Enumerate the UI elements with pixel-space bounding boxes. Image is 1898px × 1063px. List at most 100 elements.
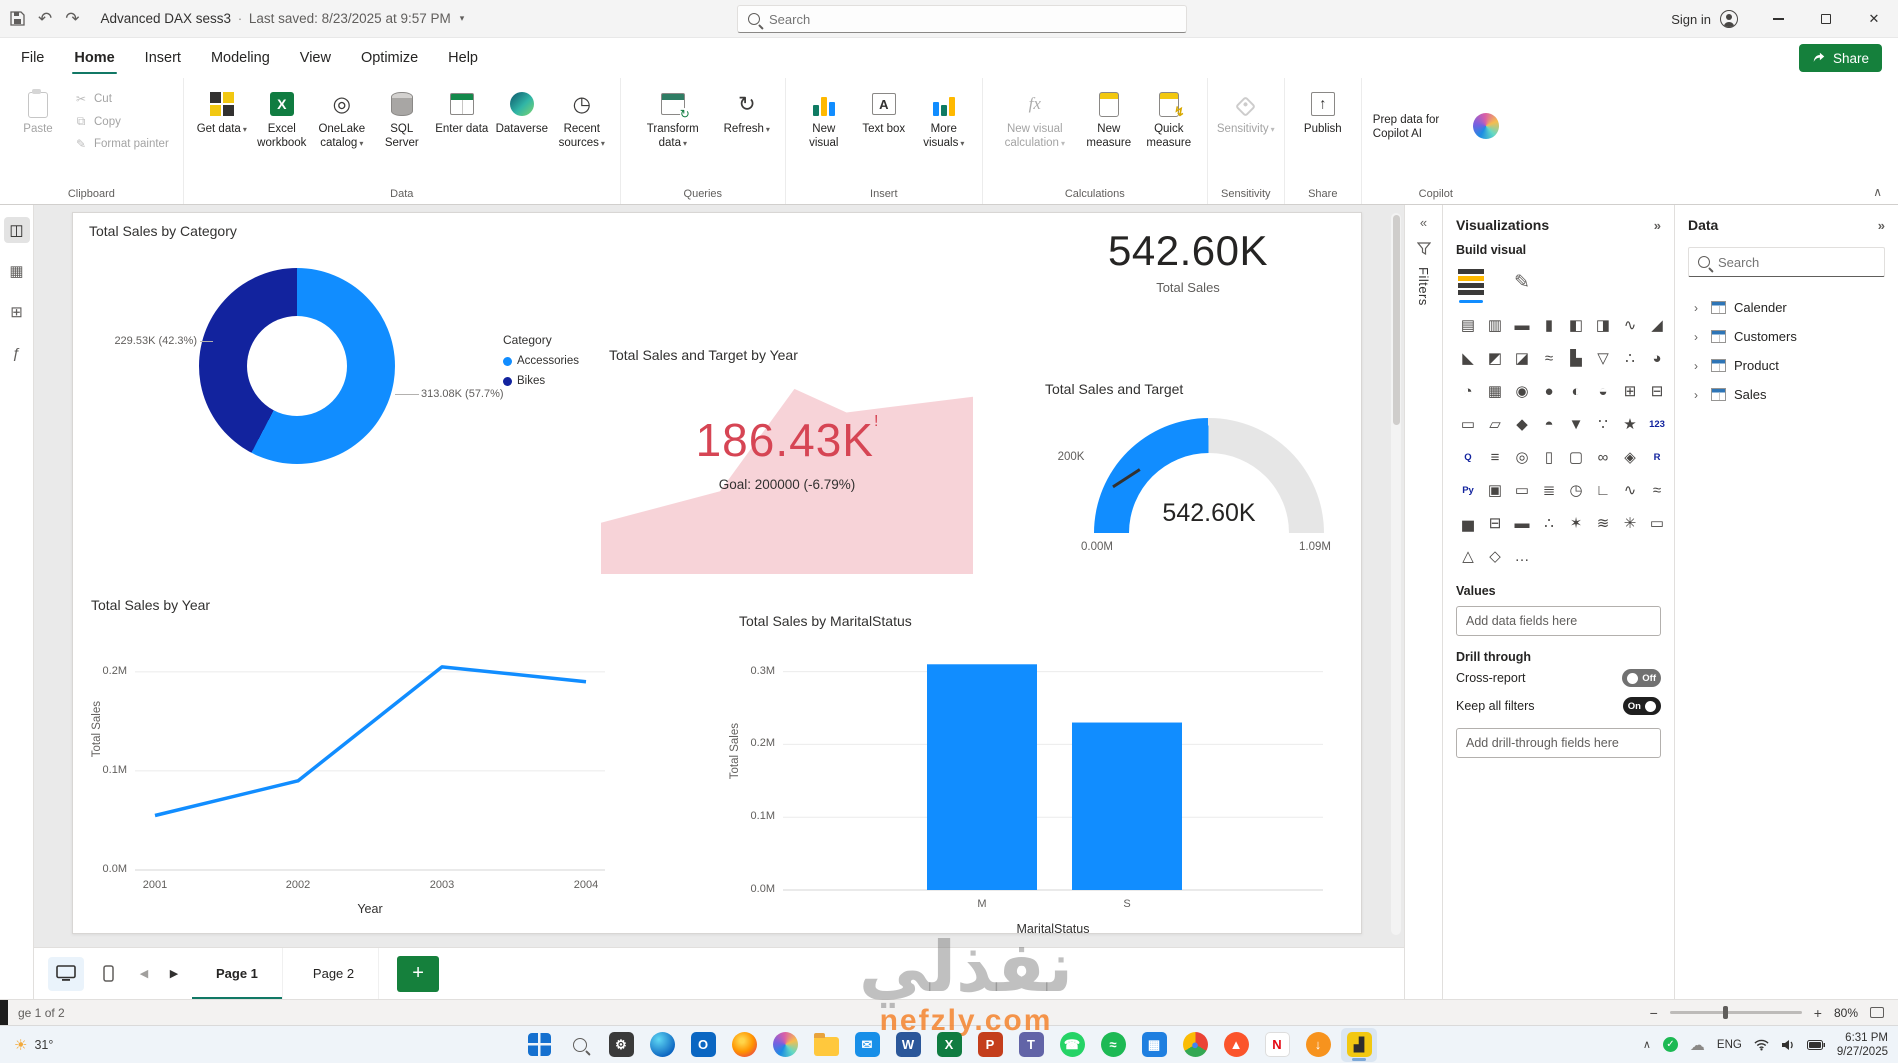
menu-help[interactable]: Help xyxy=(448,50,478,66)
new-card-visual-icon[interactable]: 123 xyxy=(1649,418,1665,430)
power-bi-taskbar-icon[interactable]: ▟ xyxy=(1341,1027,1377,1062)
scroller-visual-icon[interactable]: ∿ xyxy=(1623,482,1637,499)
start-taskbar-icon[interactable] xyxy=(521,1028,557,1062)
copy-button[interactable]: ⧉ Copy xyxy=(69,112,174,131)
mail-taskbar-icon[interactable]: ✉ xyxy=(849,1028,885,1062)
funnel-chart-visual-icon[interactable]: ▽ xyxy=(1597,350,1609,367)
dot-plot-visual-icon[interactable]: ∴ xyxy=(1544,515,1554,532)
ribbon-chart-visual-icon[interactable]: ≈ xyxy=(1544,349,1554,367)
canvas-vertical-scrollbar[interactable] xyxy=(1391,213,1401,935)
maximize-button[interactable] xyxy=(1802,0,1850,38)
menu-file[interactable]: File xyxy=(21,50,45,66)
expand-filters-icon[interactable]: « xyxy=(1419,215,1428,230)
list-slicer-visual-icon[interactable]: ≣ xyxy=(1542,482,1556,499)
kpi-visual[interactable]: Total Sales and Target by Year 186.43K! … xyxy=(601,341,973,576)
minimize-button[interactable] xyxy=(1754,0,1802,38)
box-plot-visual-icon[interactable]: ⊟ xyxy=(1488,515,1502,532)
shape-map-visual-icon[interactable]: ◐ xyxy=(1571,382,1581,400)
treemap-visual-icon[interactable]: ▦ xyxy=(1487,383,1503,400)
get-data-button[interactable]: Get data ▾ xyxy=(193,85,251,167)
share-button[interactable]: Share xyxy=(1798,44,1882,72)
redo-icon[interactable]: ↷ xyxy=(65,9,80,28)
dataverse-button[interactable]: Dataverse xyxy=(493,85,551,167)
donut-chart-visual-icon[interactable]: ◔ xyxy=(1463,382,1473,400)
donut-chart-visual[interactable]: Total Sales by Category 229.53K (42.3%) … xyxy=(83,219,595,469)
netflix-taskbar-icon[interactable]: N xyxy=(1259,1028,1295,1062)
refresh-button[interactable]: ↻ Refresh ▾ xyxy=(723,92,770,136)
format-painter-button[interactable]: ✎ Format painter xyxy=(75,137,169,151)
menu-home[interactable]: Home xyxy=(59,38,129,78)
cross-report-toggle[interactable]: Off xyxy=(1622,669,1661,687)
transform-data-button[interactable]: Transform data▾ xyxy=(630,85,716,167)
desktop-layout-icon[interactable] xyxy=(48,956,84,991)
dax-query-view-icon[interactable]: ƒ xyxy=(12,344,21,362)
line-chart-visual[interactable]: Total Sales by Year Total Sales Year 0.2… xyxy=(85,591,645,927)
build-visual-tab-icon[interactable] xyxy=(1458,269,1484,303)
anomaly-detection-visual-icon[interactable]: △ xyxy=(1462,548,1474,565)
title-dropdown-icon[interactable]: ▾ xyxy=(459,13,465,23)
word-cloud-visual-icon[interactable]: ✳ xyxy=(1623,515,1637,532)
teams-taskbar-icon[interactable]: T xyxy=(1013,1028,1049,1062)
input-language-label[interactable]: ENG xyxy=(1716,1038,1742,1051)
more-visual-options-icon[interactable]: … xyxy=(1514,547,1530,565)
stacked-bar-chart-visual-icon[interactable]: ▤ xyxy=(1460,317,1476,334)
clock-widget[interactable]: 6:31 PM 9/27/2025 xyxy=(1837,1031,1888,1059)
azure-map-visual-icon[interactable]: ◒ xyxy=(1598,382,1608,400)
weather-widget[interactable]: ☀ 31° xyxy=(0,1036,67,1054)
document-title-group[interactable]: Advanced DAX sess3 ∙ Last saved: 8/23/20… xyxy=(101,11,465,26)
paste-button[interactable]: Paste xyxy=(9,85,67,167)
line-chart-visual-icon[interactable]: ∿ xyxy=(1623,317,1637,334)
microsoft-store-taskbar-icon[interactable]: ▦ xyxy=(1136,1028,1172,1062)
more-visuals-button[interactable]: More visuals ▾ xyxy=(915,85,973,167)
mobile-layout-icon[interactable] xyxy=(90,957,126,991)
new-visual-button[interactable]: New visual xyxy=(795,85,853,167)
onedrive-cloud-icon[interactable]: ☁ xyxy=(1689,1036,1705,1054)
scrollbar-thumb[interactable] xyxy=(1392,215,1400,425)
edge-taskbar-icon[interactable] xyxy=(644,1028,680,1062)
table-row-calender[interactable]: › Calender xyxy=(1694,300,1787,315)
next-page-icon[interactable]: ▶ xyxy=(169,968,179,980)
page-tab-1[interactable]: Page 1 xyxy=(192,947,283,1000)
relative-date-slicer-visual-icon[interactable]: ◷ xyxy=(1569,482,1583,499)
area-chart-visual-icon[interactable]: ◢ xyxy=(1651,317,1663,334)
prep-data-copilot-button[interactable]: Prep data for Copilot AI xyxy=(1371,85,1501,167)
report-view-icon[interactable]: ◫ xyxy=(3,217,30,243)
file-explorer-taskbar-icon[interactable] xyxy=(808,1028,844,1062)
outlook-taskbar-icon[interactable]: O xyxy=(685,1028,721,1062)
report-page[interactable]: Total Sales by Category 229.53K (42.3%) … xyxy=(72,212,1363,936)
gauge-visual-icon[interactable]: ◓ xyxy=(1544,415,1554,433)
sparkline-visual-icon[interactable]: ≈ xyxy=(1652,481,1662,499)
power-automate-visual-icon[interactable]: ∞ xyxy=(1597,448,1609,466)
q-and-a-visual-icon[interactable]: Q xyxy=(1464,451,1472,463)
histogram-visual-icon[interactable]: ▅ xyxy=(1462,515,1474,532)
new-page-button[interactable]: + xyxy=(397,955,440,992)
matrix-visual-icon[interactable]: ⊟ xyxy=(1650,383,1664,400)
whatsapp-taskbar-icon[interactable]: ☎ xyxy=(1054,1028,1090,1062)
sql-server-button[interactable]: SQL Server xyxy=(373,85,431,167)
close-button[interactable]: ✕ xyxy=(1868,11,1880,26)
quick-measure-button[interactable]: Quick measure xyxy=(1140,85,1198,167)
clustered-column-chart-visual-icon[interactable]: ▮ xyxy=(1544,317,1554,334)
sensitivity-button[interactable]: Sensitivity ▾ xyxy=(1217,85,1275,167)
fit-to-page-icon[interactable] xyxy=(1870,1007,1884,1018)
legend-item[interactable]: Accessories xyxy=(503,355,579,367)
bullet-chart-visual-icon[interactable]: ▬ xyxy=(1514,514,1530,532)
key-influencers-visual-icon[interactable]: ★ xyxy=(1623,416,1637,433)
firefox-taskbar-icon[interactable] xyxy=(726,1028,762,1062)
antivirus-tray-icon[interactable]: ✓ xyxy=(1662,1037,1678,1052)
collapse-ribbon-icon[interactable]: ∧ xyxy=(1873,185,1882,199)
new-measure-button[interactable]: New measure xyxy=(1080,85,1138,167)
table-row-sales[interactable]: › Sales xyxy=(1694,387,1767,402)
zoom-in-button[interactable]: + xyxy=(1813,1004,1822,1021)
bar-chart-visual[interactable]: Total Sales by MaritalStatus Total Sales… xyxy=(713,605,1368,936)
legend-item[interactable]: Bikes xyxy=(503,375,579,387)
table-view-icon[interactable]: ▦ xyxy=(9,263,24,280)
r-script-visual-visual-icon[interactable]: R xyxy=(1653,451,1661,463)
data-search-box[interactable] xyxy=(1688,247,1885,277)
excel-workbook-button[interactable]: X Excel workbook xyxy=(253,85,311,167)
card-visual[interactable]: 542.60K Total Sales xyxy=(1063,227,1313,327)
gauge-visual[interactable]: Total Sales and Target 200K 542.60K 0.00… xyxy=(1021,373,1363,578)
recent-sources-button[interactable]: ◷ Recent sources ▾ xyxy=(558,92,605,149)
search-taskbar-icon[interactable] xyxy=(562,1028,598,1062)
filters-pane-title[interactable]: Filters xyxy=(1416,267,1431,306)
